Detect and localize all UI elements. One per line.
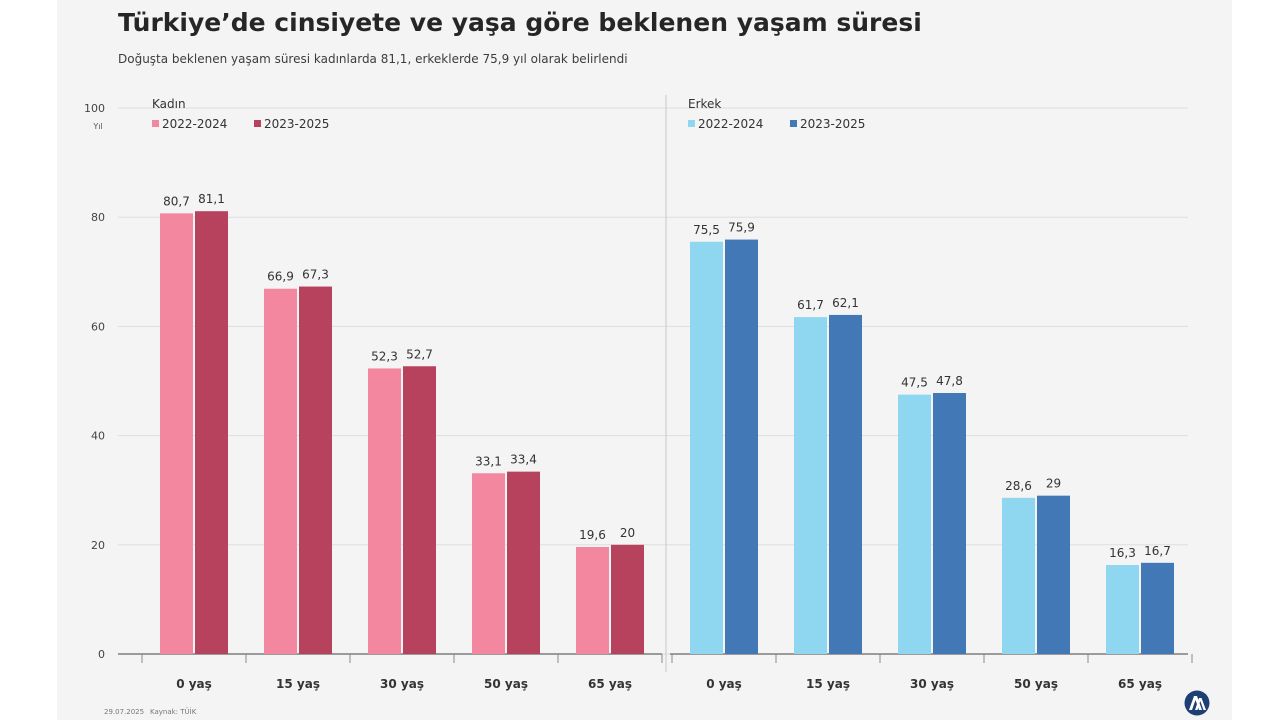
y-tick-label: 0 <box>98 648 105 661</box>
x-category-label: 0 yaş <box>706 677 742 691</box>
data-label: 16,7 <box>1144 544 1171 558</box>
data-label: 61,7 <box>797 298 824 312</box>
data-label: 67,3 <box>302 268 329 282</box>
bar <box>368 368 401 654</box>
x-category-label: 0 yaş <box>176 677 212 691</box>
data-label: 28,6 <box>1005 479 1032 493</box>
data-label: 19,6 <box>579 528 606 542</box>
legend-swatch <box>254 120 261 127</box>
data-label: 52,3 <box>371 349 398 363</box>
footer-source: Kaynak: TÜİK <box>150 708 197 716</box>
legend-swatch <box>152 120 159 127</box>
bar <box>1002 497 1035 654</box>
x-category-label: 50 yaş <box>1014 677 1058 691</box>
legend-label: 2022-2024 <box>162 117 227 131</box>
bar <box>611 544 644 654</box>
x-category-label: 15 yaş <box>806 677 850 691</box>
bar <box>1037 495 1070 654</box>
bar <box>160 213 193 655</box>
footer-date: 29.07.2025 <box>104 708 145 716</box>
data-label: 81,1 <box>198 192 225 206</box>
chart-background <box>57 0 1232 720</box>
data-label: 33,1 <box>475 454 502 468</box>
bar <box>472 473 505 654</box>
bar <box>507 471 540 654</box>
y-tick-label: 60 <box>91 320 105 333</box>
x-category-label: 50 yaş <box>484 677 528 691</box>
data-label: 33,4 <box>510 453 537 467</box>
panel-title: Erkek <box>688 97 721 111</box>
data-label: 75,5 <box>693 223 720 237</box>
legend-swatch <box>688 120 695 127</box>
y-tick-label: 40 <box>91 430 105 443</box>
x-category-label: 65 yaş <box>588 677 632 691</box>
data-label: 29 <box>1046 477 1061 491</box>
bar <box>403 366 436 654</box>
data-label: 47,5 <box>901 376 928 390</box>
panel-title: Kadın <box>152 97 186 111</box>
x-category-label: 30 yaş <box>380 677 424 691</box>
x-category-label: 15 yaş <box>276 677 320 691</box>
y-tick-label: 80 <box>91 211 105 224</box>
bar <box>264 288 297 654</box>
bar <box>1106 565 1139 654</box>
legend-swatch <box>790 120 797 127</box>
x-category-label: 65 yaş <box>1118 677 1162 691</box>
chart-title: Türkiye’de cinsiyete ve yaşa göre beklen… <box>118 8 922 37</box>
legend-label: 2023-2025 <box>264 117 329 131</box>
legend-label: 2022-2024 <box>698 117 763 131</box>
data-label: 20 <box>620 526 635 540</box>
bar <box>195 211 228 654</box>
chart-subtitle: Doğuşta beklenen yaşam süresi kadınlarda… <box>118 52 628 66</box>
x-category-label: 30 yaş <box>910 677 954 691</box>
bar <box>933 393 966 654</box>
data-label: 62,1 <box>832 296 859 310</box>
legend-label: 2023-2025 <box>800 117 865 131</box>
data-label: 16,3 <box>1109 546 1136 560</box>
bar <box>829 314 862 654</box>
bar <box>576 546 609 654</box>
bar <box>690 241 723 654</box>
data-label: 75,9 <box>728 221 755 235</box>
bar <box>1141 562 1174 654</box>
bar <box>794 317 827 654</box>
bar <box>299 286 332 654</box>
data-label: 66,9 <box>267 270 294 284</box>
aa-logo-icon <box>1184 690 1210 716</box>
y-tick-label: 100 <box>84 102 105 115</box>
data-label: 52,7 <box>406 347 433 361</box>
bar <box>898 394 931 654</box>
y-axis-unit: Yıl <box>92 122 102 131</box>
data-label: 80,7 <box>163 194 190 208</box>
y-tick-label: 20 <box>91 539 105 552</box>
bar <box>725 239 758 654</box>
data-label: 47,8 <box>936 374 963 388</box>
